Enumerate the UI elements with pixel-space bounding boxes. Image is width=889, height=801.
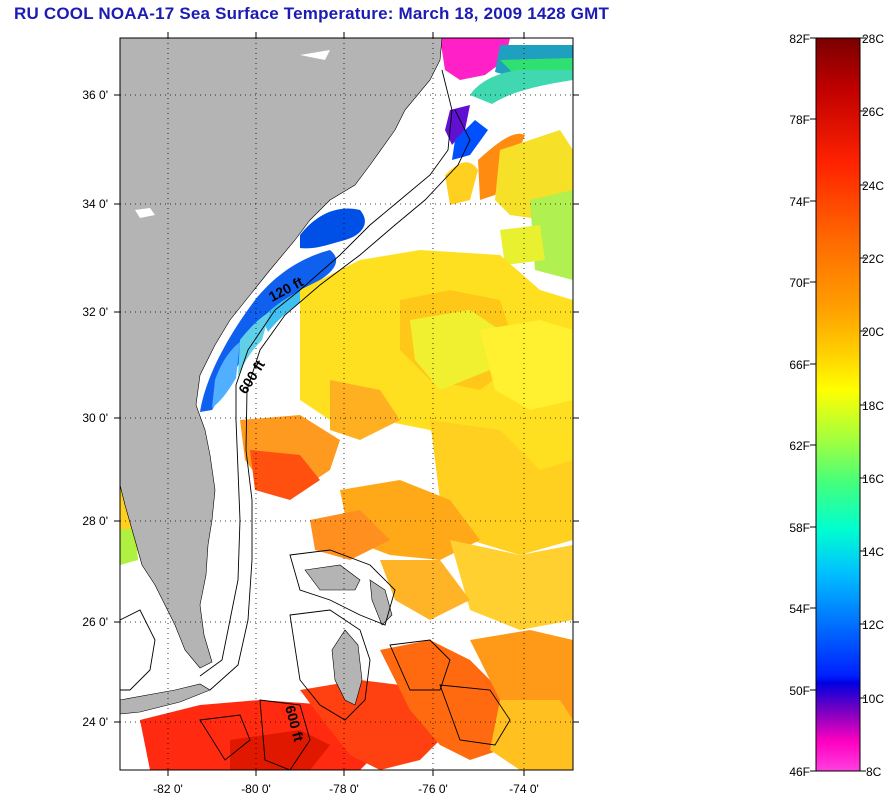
colorbar-f-label: 82F [789,32,810,46]
colorbar-gradient [815,37,861,772]
latitude-labels: 36 0' 34 0' 32 0' 30 0' 28 0' 26 0' 24 0… [82,88,108,729]
lat-label: 30 0' [82,411,108,425]
colorbar-c-label: 10C [862,692,884,706]
lat-label: 36 0' [82,88,108,102]
lon-label: -74 0' [509,782,539,796]
map-frame [119,37,574,771]
lat-lon-grid [120,38,573,770]
lat-label: 32 0' [82,305,108,319]
colorbar-c-label: 12C [862,618,884,632]
colorbar-f-label: 58F [789,521,810,535]
colorbar-c-label: 28C [862,32,884,46]
lat-label: 34 0' [82,197,108,211]
colorbar-f-label: 54F [789,602,810,616]
colorbar-c-label: 26C [862,105,884,119]
lon-label: -80 0' [241,782,271,796]
colorbar-c-label: 8C [866,765,882,779]
colorbar-f-label: 46F [789,765,810,779]
temperature-colorbar: 82F 78F 74F 70F 66F 62F 58F 54F 50F 46F … [789,32,884,779]
colorbar-f-label: 66F [789,358,810,372]
sst-data-layer [120,38,573,770]
lon-label: -82 0' [153,782,183,796]
colorbar-c-label: 16C [862,472,884,486]
colorbar-f-label: 70F [789,276,810,290]
colorbar-c-label: 22C [862,252,884,266]
map-title: RU COOL NOAA-17 Sea Surface Temperature:… [14,4,610,23]
lon-label: -78 0' [329,782,359,796]
lon-label: -76 0' [418,782,448,796]
map-ticks [114,32,579,776]
colorbar-f-label: 62F [789,439,810,453]
lat-label: 28 0' [82,514,108,528]
colorbar-f-label: 74F [789,195,810,209]
colorbar-f-label: 78F [789,113,810,127]
lat-label: 26 0' [82,615,108,629]
colorbar-c-label: 20C [862,325,884,339]
colorbar-c-label: 14C [862,545,884,559]
colorbar-c-label: 24C [862,179,884,193]
lat-label: 24 0' [82,715,108,729]
colorbar-c-label: 18C [862,399,884,413]
bathymetry-contours [120,69,511,770]
colorbar-f-label: 50F [789,684,810,698]
longitude-labels: -82 0' -80 0' -78 0' -76 0' -74 0' [153,782,539,796]
map-area: 120 ft 600 ft 600 ft [120,38,573,770]
land-layer [120,38,443,715]
